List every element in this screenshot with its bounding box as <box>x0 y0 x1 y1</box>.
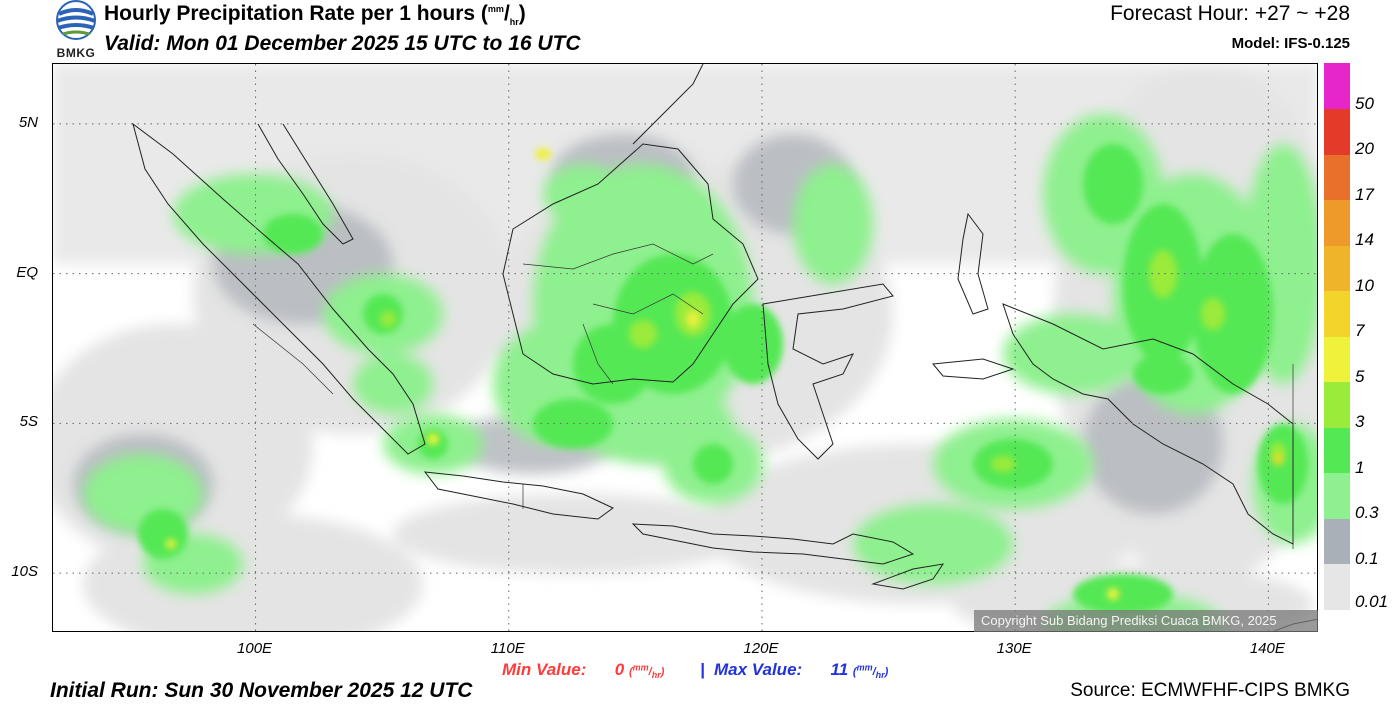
max-value-label: Max Value: <box>714 660 803 679</box>
coast-papua <box>1002 303 1294 545</box>
coast-lesser-sunda <box>631 523 915 565</box>
coastlines <box>132 64 1317 631</box>
colorbar-segment-0.3 <box>1324 472 1350 519</box>
coast-sulawesi <box>762 283 894 460</box>
map-canvas <box>53 64 1317 631</box>
min-value-number: 0 <box>614 660 625 679</box>
colorbar-segment-17 <box>1324 154 1350 200</box>
colorbar-segment-0.01 <box>1324 563 1350 610</box>
min-value: Min Value: 0 (mm/hr) <box>502 660 664 680</box>
colorbar-segment-14 <box>1324 199 1350 246</box>
stats-separator: | <box>700 660 705 680</box>
colorbar-label-0.01: 0.01 <box>1355 592 1389 612</box>
coast-sumatra <box>132 122 426 455</box>
colorbar <box>1324 63 1350 610</box>
lon-label-140E: 140E <box>1249 640 1285 657</box>
chart-title-text: Hourly Precipitation Rate per 1 hours <box>104 2 476 25</box>
data-source: Source: ECMWFHF-CIPS BMKG <box>1070 680 1350 701</box>
coast-borneo <box>502 143 759 385</box>
colorbar-label-0.3: 0.3 <box>1355 503 1379 523</box>
max-unit-den: hr <box>875 670 885 681</box>
coast-philippines <box>632 64 704 145</box>
colorbar-segment-3 <box>1324 381 1350 428</box>
colorbar-segment-1 <box>1324 427 1350 473</box>
chart-title: Hourly Precipitation Rate per 1 hours (m… <box>104 2 526 28</box>
lat-label-10S: 10S <box>11 563 38 581</box>
colorbar-segment-5 <box>1324 336 1350 382</box>
colorbar-segment-0.1 <box>1324 518 1350 564</box>
initial-run: Initial Run: Sun 30 November 2025 12 UTC <box>50 679 473 702</box>
lat-label-EQ: EQ <box>16 263 38 281</box>
precip-heavy-layer <box>138 144 1308 614</box>
colorbar-label-3: 3 <box>1355 412 1365 432</box>
colorbar-label-20: 20 <box>1355 139 1374 159</box>
forecast-hour: Forecast Hour: +27 ~ +28 <box>1110 2 1350 25</box>
lon-label-130E: 130E <box>996 640 1032 657</box>
copyright-notice: Copyright Sub Bidang Prediksi Cuaca BMKG… <box>974 610 1318 632</box>
borders <box>252 243 1294 549</box>
max-unit-num: mm <box>856 662 873 673</box>
max-value-unit: (mm/hr) <box>852 662 889 681</box>
min-value-unit: (mm/hr) <box>628 662 665 681</box>
max-value: Max Value: 11 (mm/hr) <box>714 660 888 680</box>
title-unit-denominator: hr <box>509 17 519 28</box>
precipitation-map[interactable] <box>52 63 1318 632</box>
title-unit-numerator: mm <box>487 4 504 14</box>
model-name: Model: IFS-0.125 <box>1231 35 1350 52</box>
coast-seram <box>932 358 1015 380</box>
colorbar-label-14: 14 <box>1355 230 1374 250</box>
coast-malaya <box>257 123 354 245</box>
min-unit-den: hr <box>651 670 661 681</box>
colorbar-segment-50 <box>1324 63 1350 109</box>
valid-time: Valid: Mon 01 December 2025 15 UTC to 16… <box>104 32 581 55</box>
colorbar-segment-10 <box>1324 245 1350 291</box>
colorbar-label-10: 10 <box>1355 275 1374 295</box>
coast-halmahera <box>957 212 989 315</box>
colorbar-label-1: 1 <box>1355 457 1365 477</box>
colorbar-label-17: 17 <box>1355 184 1374 204</box>
min-unit-num: mm <box>632 662 649 673</box>
coast-timor <box>871 563 945 590</box>
lat-label-5S: 5S <box>19 413 38 431</box>
colorbar-label-5: 5 <box>1355 366 1365 386</box>
lon-label-120E: 120E <box>743 640 779 657</box>
logo-text: BMKG <box>56 46 96 60</box>
precip-intense-layer <box>166 148 1286 600</box>
lon-label-110E: 110E <box>490 640 525 657</box>
colorbar-segment-20 <box>1324 108 1350 155</box>
bmkg-logo-icon <box>56 0 96 40</box>
colorbar-label-50: 50 <box>1355 93 1374 113</box>
min-value-label: Min Value: <box>502 660 587 679</box>
lat-label-5N: 5N <box>18 113 38 131</box>
separator-text: | <box>700 660 705 679</box>
colorbar-segment-7 <box>1324 290 1350 337</box>
coast-java <box>423 471 614 520</box>
lon-label-100E: 100E <box>237 640 273 657</box>
max-value-number: 11 <box>830 660 849 679</box>
colorbar-label-0.1: 0.1 <box>1355 548 1379 568</box>
colorbar-label-7: 7 <box>1355 321 1365 341</box>
